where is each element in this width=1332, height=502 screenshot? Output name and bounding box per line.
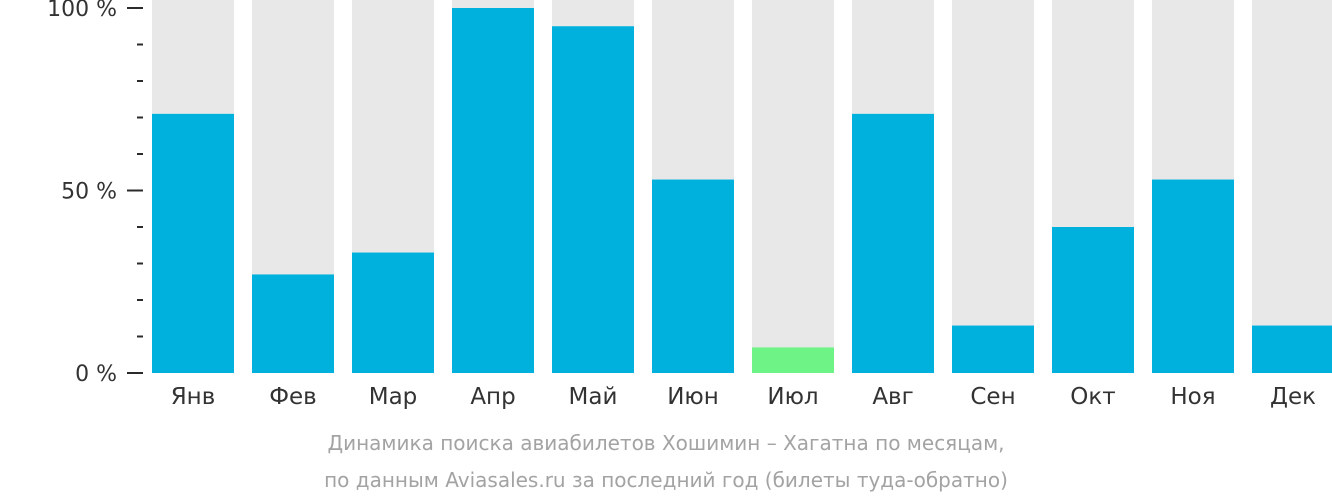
x-tick-label: Сен [970,384,1015,410]
x-tick-label: Дек [1270,384,1316,410]
x-tick-label: Ноя [1170,384,1215,410]
bar [1152,179,1234,373]
chart-caption-line-1: Динамика поиска авиабилетов Хошимин – Ха… [327,431,1005,455]
chart-caption-line-2: по данным Aviasales.ru за последний год … [324,468,1008,492]
bar-chart: Янв Фев Мар Апр Май Июн Июл Авг Сен Окт Ноя Дек 0 % 5… [47,0,1332,410]
y-tick-label: 0 % [75,362,117,387]
y-tick-label: 50 % [61,180,117,205]
x-tick-label: Авг [872,384,913,410]
x-tick-label: Апр [470,384,515,410]
bar [752,347,834,373]
x-tick-label: Фев [269,384,317,410]
x-tick-label: Мар [369,384,418,410]
bar [1252,325,1332,373]
x-tick-label: Май [569,384,618,410]
x-tick-label: Июн [667,384,719,410]
bar [552,26,634,373]
y-tick-label: 100 % [47,0,117,22]
bar-background [1252,0,1332,373]
x-tick-label: Янв [171,384,216,410]
bar [152,113,234,373]
bar [252,274,334,373]
bar [1052,227,1134,373]
bar [852,113,934,373]
x-tick-label: Окт [1070,384,1115,410]
bar-background [952,0,1034,373]
bar [952,325,1034,373]
x-tick-label: Июл [767,384,818,410]
bar [652,179,734,373]
bar [352,252,434,373]
bar [452,8,534,373]
bar-background [752,0,834,373]
